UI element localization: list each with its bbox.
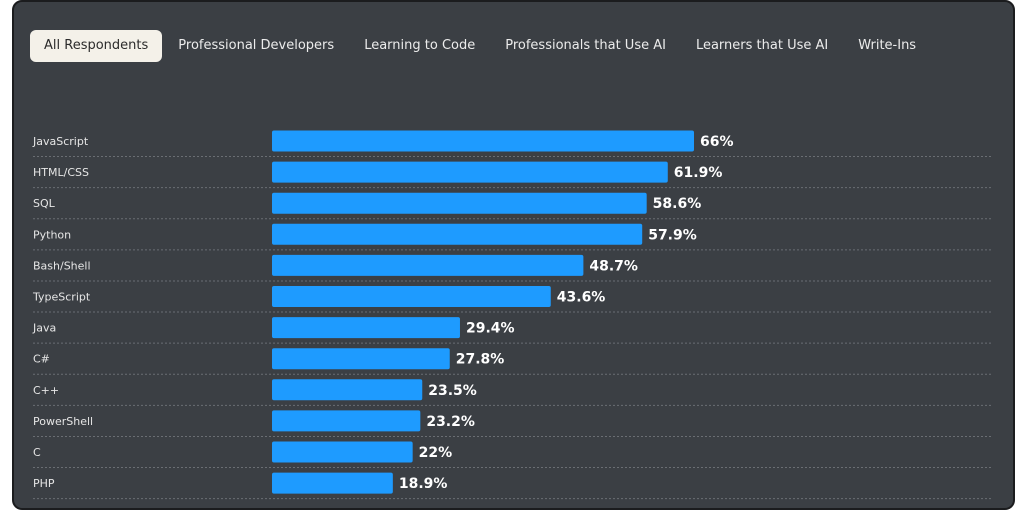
language-bar-chart: JavaScript 66% HTML/CSS 61.9% SQL 58.6% Python… bbox=[32, 130, 992, 500]
value-label: 66% bbox=[700, 134, 734, 150]
value-label: 61.9% bbox=[674, 165, 723, 181]
category-label: Bash/Shell bbox=[33, 259, 91, 272]
value-label: 48.7% bbox=[589, 258, 638, 274]
respondent-tabs: All Respondents Professional Developers … bbox=[30, 30, 932, 62]
value-label: 29.4% bbox=[466, 321, 515, 337]
bar-java[interactable] bbox=[272, 317, 460, 339]
bar-powershell[interactable] bbox=[272, 410, 421, 432]
category-label: PowerShell bbox=[33, 415, 93, 428]
category-label: Python bbox=[33, 228, 71, 241]
bar-php[interactable] bbox=[272, 472, 393, 494]
bar-html-css[interactable] bbox=[272, 161, 668, 183]
category-label: Java bbox=[32, 322, 56, 335]
bar-sql[interactable] bbox=[272, 192, 647, 214]
category-label: JavaScript bbox=[32, 135, 89, 148]
tab-learning-to-code[interactable]: Learning to Code bbox=[364, 38, 476, 53]
value-label: 23.5% bbox=[428, 383, 477, 399]
category-label: C# bbox=[33, 353, 50, 366]
bar-typescript[interactable] bbox=[272, 286, 551, 307]
category-label: SQL bbox=[33, 197, 56, 210]
value-label: 23.2% bbox=[426, 414, 475, 430]
category-label: HTML/CSS bbox=[33, 166, 89, 179]
tab-professionals-that-use-ai[interactable]: Professionals that Use AI bbox=[505, 38, 666, 53]
bar-c[interactable] bbox=[272, 441, 413, 463]
tab-write-ins[interactable]: Write-Ins bbox=[858, 38, 917, 53]
bar-javascript[interactable] bbox=[272, 130, 694, 152]
value-label: 22% bbox=[419, 445, 453, 461]
tab-professional-developers[interactable]: Professional Developers bbox=[178, 38, 335, 53]
category-label: PHP bbox=[33, 477, 55, 490]
bar-python[interactable] bbox=[272, 223, 643, 245]
tab-all-respondents[interactable]: All Respondents bbox=[30, 30, 163, 62]
chart-panel: All Respondents Professional Developers … bbox=[12, 0, 1015, 510]
category-label: C bbox=[33, 446, 41, 459]
value-label: 57.9% bbox=[648, 227, 697, 243]
value-label: 43.6% bbox=[557, 290, 606, 306]
bar-bash-shell[interactable] bbox=[272, 254, 584, 276]
category-label: C++ bbox=[33, 384, 59, 397]
value-label: 18.9% bbox=[399, 476, 448, 492]
bar-c-[interactable] bbox=[272, 379, 423, 401]
value-label: 27.8% bbox=[456, 352, 505, 368]
bar-c-[interactable] bbox=[272, 348, 450, 370]
tab-learners-that-use-ai[interactable]: Learners that Use AI bbox=[695, 38, 829, 53]
category-label: TypeScript bbox=[32, 291, 91, 304]
value-label: 58.6% bbox=[653, 196, 702, 212]
